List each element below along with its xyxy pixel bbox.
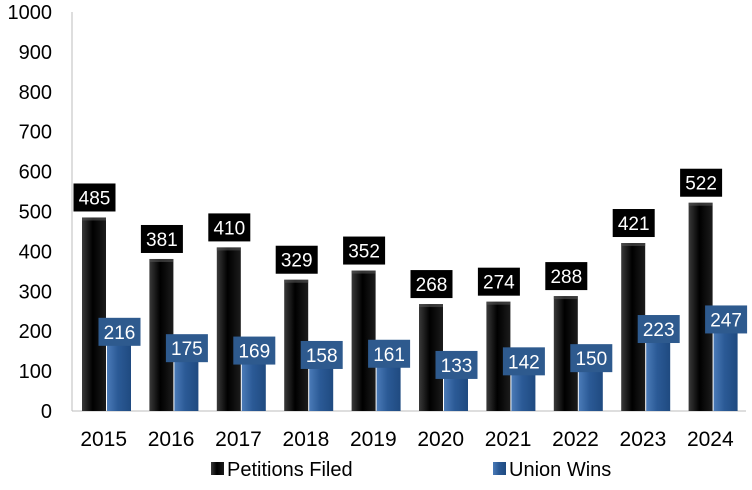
x-tick-label: 2018: [283, 428, 330, 451]
x-tick-label: 2017: [215, 428, 262, 451]
data-label-box: [73, 183, 116, 212]
y-tick-label: 600: [19, 162, 52, 184]
chart-data-labels: 485 216 381 175 410 169 329 158 352 161 268 133 274 1…: [73, 168, 748, 379]
y-tick-label: 700: [19, 122, 52, 144]
y-tick-label: 800: [19, 82, 52, 104]
data-label-box: [140, 224, 183, 253]
data-label-box: [435, 350, 478, 379]
data-label: 150: [575, 349, 607, 370]
data-label: 161: [373, 345, 405, 366]
data-label-box: [343, 236, 386, 265]
data-label-box: [477, 267, 520, 296]
data-label-box: [275, 245, 318, 274]
legend-swatch-union-wins: [493, 462, 506, 475]
data-label: 247: [710, 310, 742, 331]
x-tick-label: 2022: [552, 428, 599, 451]
y-tick-label: 300: [19, 281, 52, 303]
data-label-box: [705, 305, 748, 334]
legend-label: Petitions Filed: [227, 459, 353, 481]
y-tick-label: 500: [19, 202, 52, 224]
data-label-box: [637, 315, 680, 344]
y-tick-label: 1000: [8, 2, 53, 24]
data-label: 288: [550, 267, 582, 288]
data-label-box: [368, 339, 411, 368]
data-label-box: [410, 270, 453, 299]
data-label-box: [300, 340, 343, 369]
data-label: 274: [483, 273, 515, 294]
data-label: 216: [104, 323, 136, 344]
data-label: 485: [79, 188, 111, 209]
x-tick-label: 2016: [148, 428, 195, 451]
x-tick-label: 2020: [417, 428, 464, 451]
y-tick-label: 900: [19, 42, 52, 64]
legend-label: Union Wins: [509, 459, 611, 481]
bar-highlight: [486, 301, 511, 305]
chart-axes: 0 100 200 300 400 500 600 700 800 900 1000 2015 2016…: [8, 2, 746, 451]
y-tick-label: 400: [19, 241, 52, 263]
bar-highlight: [284, 279, 309, 283]
x-tick-label: 2015: [80, 428, 127, 451]
y-tick-label: 0: [41, 401, 52, 423]
bar-petitions-filed: [82, 217, 106, 411]
data-label-box: [612, 209, 655, 238]
data-label: 223: [643, 320, 675, 341]
x-tick-label: 2024: [687, 428, 734, 451]
data-label-box: [502, 347, 545, 376]
x-tick-label: 2021: [485, 428, 532, 451]
data-label: 158: [306, 346, 338, 367]
data-label: 268: [416, 275, 448, 296]
data-label-box: [545, 262, 588, 291]
bar-highlight: [419, 304, 443, 308]
x-tick-label: 2019: [350, 428, 397, 451]
data-label: 522: [685, 174, 717, 195]
data-label: 352: [348, 242, 380, 263]
data-label: 175: [171, 339, 203, 360]
data-label-box: [233, 336, 276, 365]
data-label: 381: [146, 230, 178, 251]
bar-highlight: [149, 258, 174, 262]
data-label-box: [208, 213, 251, 242]
data-label: 421: [618, 214, 650, 235]
bar-highlight: [688, 202, 713, 206]
chart-legend: Petitions Filed Union Wins: [211, 459, 611, 481]
legend-swatch-petitions-filed: [211, 462, 224, 475]
bar-petitions-filed: [216, 247, 241, 411]
data-label-box: [680, 168, 723, 197]
data-label: 410: [213, 218, 245, 239]
bar-highlight: [216, 247, 241, 251]
data-label: 169: [238, 342, 270, 363]
data-label-box: [165, 334, 208, 363]
data-label: 133: [441, 356, 473, 377]
data-label-box: [98, 317, 141, 346]
bar-highlight: [553, 296, 578, 300]
x-tick-label: 2023: [620, 428, 667, 451]
y-tick-label: 200: [19, 321, 52, 343]
data-label-box: [570, 344, 613, 373]
data-label: 142: [508, 352, 540, 373]
bar-highlight: [621, 243, 646, 247]
bar-highlight: [351, 270, 376, 274]
bar-highlight: [82, 217, 106, 221]
y-tick-label: 100: [19, 361, 52, 383]
data-label: 329: [281, 251, 313, 272]
